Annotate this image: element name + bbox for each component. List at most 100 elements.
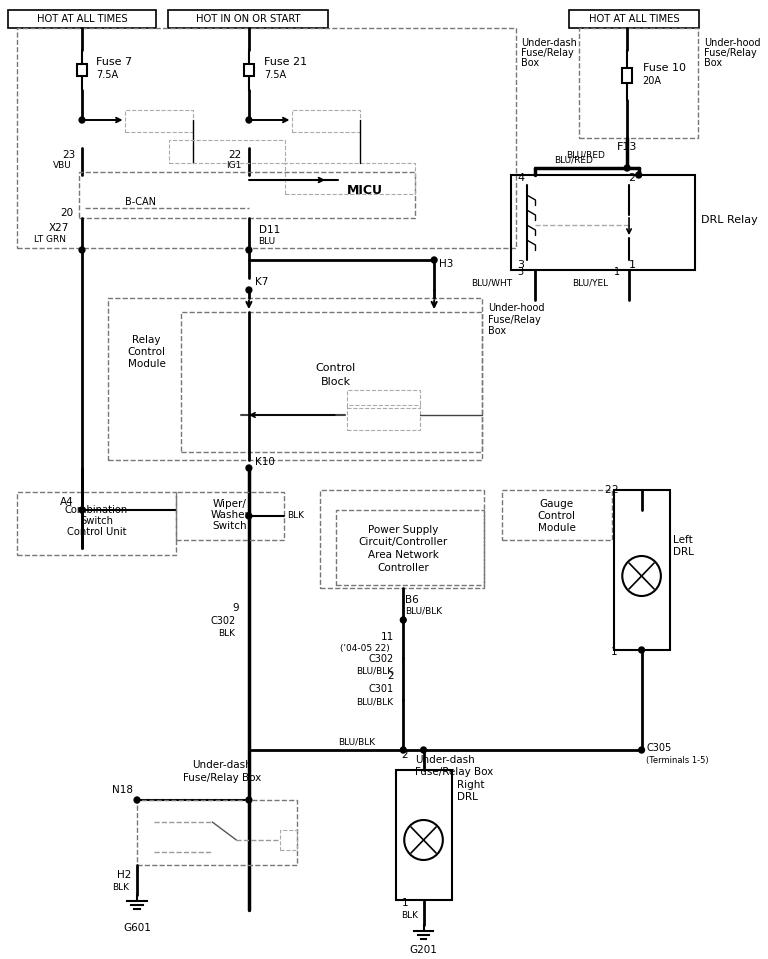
Text: 22: 22 [228, 150, 241, 160]
Text: Controller: Controller [377, 563, 429, 573]
Bar [347, 405, 419, 430]
Text: BLU/RED: BLU/RED [554, 155, 594, 165]
Text: BLU/BLK: BLU/BLK [356, 697, 394, 707]
Text: BLU/YEL: BLU/YEL [572, 278, 608, 288]
Text: Box: Box [488, 326, 506, 336]
Text: (Terminals 1-5): (Terminals 1-5) [647, 756, 709, 764]
Text: 20A: 20A [643, 76, 661, 86]
Bar [108, 298, 482, 460]
Bar [285, 163, 415, 194]
Text: Washer: Washer [210, 510, 249, 520]
Text: 7.5A: 7.5A [97, 70, 118, 80]
Bar [8, 10, 157, 28]
Circle shape [246, 117, 252, 123]
Text: Fuse 10: Fuse 10 [643, 63, 686, 73]
Circle shape [79, 507, 85, 513]
Text: Switch: Switch [80, 516, 113, 526]
Text: DRL: DRL [457, 792, 478, 802]
Bar [168, 10, 328, 28]
Bar [336, 510, 485, 585]
Bar [169, 140, 285, 163]
Text: Relay: Relay [132, 335, 161, 345]
Text: Under-hood: Under-hood [488, 303, 545, 313]
Text: Gauge: Gauge [540, 499, 574, 509]
Text: K10: K10 [255, 457, 275, 467]
Bar [18, 492, 176, 555]
Circle shape [636, 172, 641, 178]
Text: C302: C302 [369, 654, 394, 664]
Text: BLU/BLK: BLU/BLK [356, 667, 394, 675]
Text: Control Unit: Control Unit [67, 527, 126, 537]
Text: MICU: MICU [347, 183, 383, 197]
Text: G601: G601 [123, 923, 151, 933]
Text: HOT AT ALL TIMES: HOT AT ALL TIMES [588, 14, 679, 24]
Text: Under-dash: Under-dash [415, 755, 475, 765]
Bar [18, 28, 516, 248]
Text: Under-hood: Under-hood [704, 38, 761, 48]
Text: N18: N18 [112, 785, 133, 795]
Text: Control: Control [127, 347, 166, 357]
Text: Circuit/Controller: Circuit/Controller [359, 537, 448, 547]
Bar [176, 492, 283, 540]
Circle shape [624, 165, 630, 171]
Text: H3: H3 [439, 259, 453, 269]
Circle shape [246, 797, 252, 803]
Text: B-CAN: B-CAN [125, 197, 157, 207]
Text: 20: 20 [60, 208, 73, 218]
Text: 7.5A: 7.5A [264, 70, 286, 80]
Circle shape [246, 247, 252, 253]
Text: 1: 1 [628, 260, 635, 270]
Circle shape [79, 247, 85, 253]
Text: BLU/BLK: BLU/BLK [406, 606, 442, 616]
Bar [320, 490, 485, 588]
Text: BLU/BLK: BLU/BLK [339, 737, 376, 746]
Text: Under-dash: Under-dash [521, 38, 577, 48]
Text: Box: Box [704, 58, 723, 68]
Text: 1: 1 [402, 898, 408, 908]
Text: IG1: IG1 [226, 161, 241, 171]
Text: Module: Module [538, 523, 575, 533]
Text: D11: D11 [259, 225, 280, 235]
Text: Fuse/Relay: Fuse/Relay [704, 48, 757, 58]
Circle shape [246, 465, 252, 471]
Text: Fuse 21: Fuse 21 [264, 57, 307, 67]
Circle shape [639, 747, 644, 753]
Text: A4: A4 [60, 497, 73, 507]
Text: Wiper/: Wiper/ [213, 499, 247, 509]
Circle shape [246, 287, 252, 293]
Text: G201: G201 [409, 945, 438, 955]
Text: 2: 2 [628, 173, 635, 183]
Bar [244, 64, 253, 76]
Text: K7: K7 [255, 277, 268, 287]
Bar [137, 800, 297, 865]
Text: BLK: BLK [112, 883, 129, 893]
Text: Under-dash: Under-dash [192, 760, 252, 770]
Text: 23: 23 [62, 150, 75, 160]
Bar [569, 10, 700, 28]
Text: 2: 2 [387, 671, 394, 681]
Text: Area Network: Area Network [368, 550, 439, 560]
Text: 4: 4 [518, 173, 525, 183]
Text: VBU: VBU [53, 161, 71, 171]
Text: HOT IN ON OR START: HOT IN ON OR START [196, 14, 300, 24]
Bar [280, 830, 297, 850]
Bar [79, 172, 415, 218]
Circle shape [639, 647, 644, 653]
Circle shape [79, 117, 85, 123]
Circle shape [432, 257, 437, 263]
Circle shape [246, 513, 252, 519]
Text: Control: Control [538, 511, 576, 521]
Text: HOT AT ALL TIMES: HOT AT ALL TIMES [37, 14, 127, 24]
Text: Left: Left [674, 535, 694, 545]
Bar [125, 110, 193, 132]
Bar [579, 28, 699, 138]
Circle shape [134, 797, 140, 803]
Text: B6: B6 [406, 595, 419, 605]
Bar [511, 175, 694, 270]
Text: Combination: Combination [65, 505, 128, 515]
Text: X27: X27 [49, 223, 69, 233]
Text: 2: 2 [402, 750, 408, 760]
Text: Fuse/Relay Box: Fuse/Relay Box [183, 773, 261, 783]
Text: DRL Relay: DRL Relay [701, 215, 758, 225]
Text: 2: 2 [611, 485, 617, 495]
